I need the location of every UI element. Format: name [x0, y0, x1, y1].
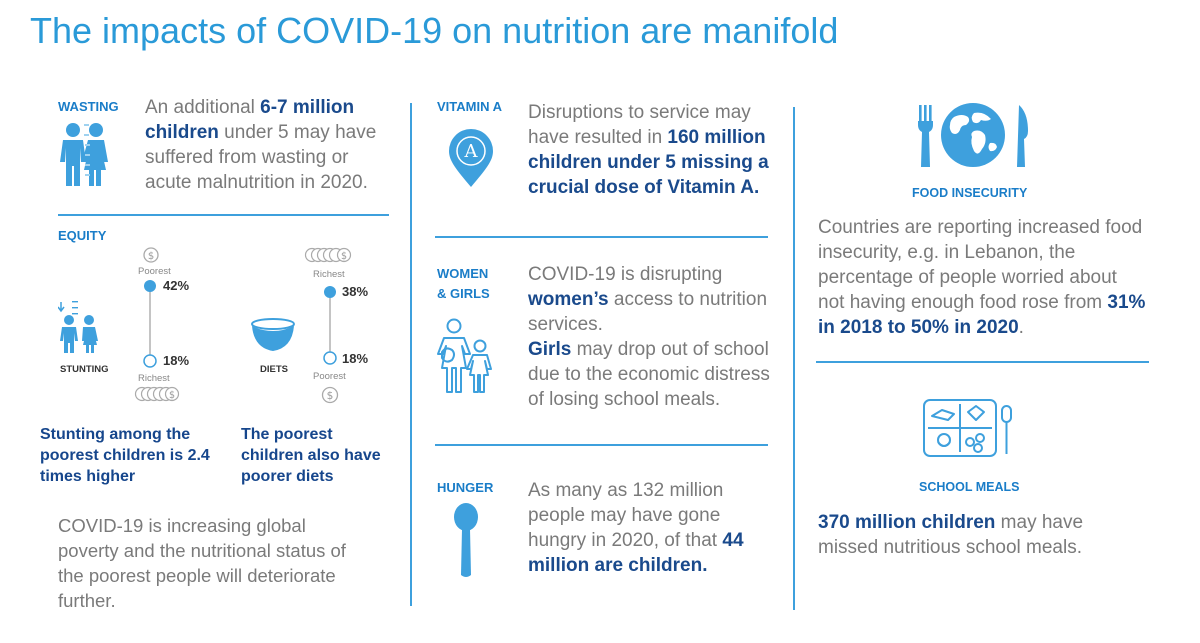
school-meals-text: 370 million children may have missed nut… [818, 512, 1084, 558]
food-insecurity-text: Countries are reporting increased food i… [818, 217, 1146, 338]
diets-summary: The poorest children also have poorer di… [241, 426, 381, 485]
coin-stack-icon: $ [304, 247, 352, 263]
diets-bottom-dot [323, 351, 337, 365]
food-divider [816, 361, 1149, 363]
wasting-label: WASTING [58, 99, 119, 114]
vitamin-a-text: Disruptions to service may have resulted… [528, 102, 769, 198]
stunting-top-dot [144, 280, 156, 292]
diets-top-label: Richest [313, 269, 345, 280]
diets-range-chart [323, 286, 337, 365]
column-divider-1 [410, 103, 412, 606]
vitamin-divider [435, 236, 768, 238]
stunting-bottom-label: Richest [138, 373, 170, 384]
school-meals-label: SCHOOL MEALS [919, 480, 1020, 494]
women-girls-label: WOMEN & GIRLS [437, 266, 490, 301]
children-icon [58, 120, 110, 190]
spoon-icon [451, 503, 481, 579]
page-title: The impacts of COVID-19 on nutrition are… [30, 10, 839, 51]
map-pin-icon [446, 127, 496, 189]
vitamin-a-letter: A [464, 141, 478, 162]
column-divider-2 [793, 107, 795, 610]
diets-top-dot [324, 286, 336, 298]
diets-bottom-label: Poorest [313, 371, 346, 382]
wasting-divider [58, 214, 389, 216]
svg-text:$: $ [327, 390, 334, 402]
women-girls-text: COVID-19 is disrupting women’s access to… [528, 264, 770, 410]
stunting-top-label: Poorest [138, 266, 171, 277]
svg-text:$: $ [341, 251, 347, 262]
diets-top-pct: 38% [342, 284, 369, 299]
stunting-summary: Stunting among the poorest children is 2… [40, 426, 210, 485]
diets-caption: DIETS [260, 364, 288, 375]
stunted-children-icon [58, 298, 106, 354]
mother-child-icon [436, 318, 494, 398]
hunger-text: As many as 132 million people may have g… [528, 480, 744, 576]
stunting-caption: STUNTING [60, 364, 109, 375]
stunting-range-chart [143, 280, 157, 368]
coin-icon: $ [143, 247, 159, 263]
stunting-bottom-pct: 18% [163, 353, 190, 368]
wasting-text: An additional 6-7 million children under… [145, 97, 377, 193]
stunting-bottom-dot [143, 354, 157, 368]
poverty-text: COVID-19 is increasing global poverty an… [58, 515, 346, 611]
coin-stack-icon: $ [134, 386, 180, 402]
bowl-icon [250, 318, 296, 354]
svg-text:$: $ [169, 390, 175, 401]
diets-bottom-pct: 18% [342, 351, 369, 366]
equity-label: EQUITY [58, 228, 107, 243]
vitamin-a-label: VITAMIN A [437, 99, 502, 114]
meal-tray-icon [922, 398, 1014, 460]
coin-icon: $ [321, 386, 339, 404]
fork-globe-knife-icon [916, 101, 1030, 169]
women-divider [435, 444, 768, 446]
stunting-top-pct: 42% [163, 278, 190, 293]
food-insecurity-label: FOOD INSECURITY [912, 186, 1028, 200]
svg-text:$: $ [148, 251, 154, 262]
hunger-label: HUNGER [437, 480, 494, 495]
